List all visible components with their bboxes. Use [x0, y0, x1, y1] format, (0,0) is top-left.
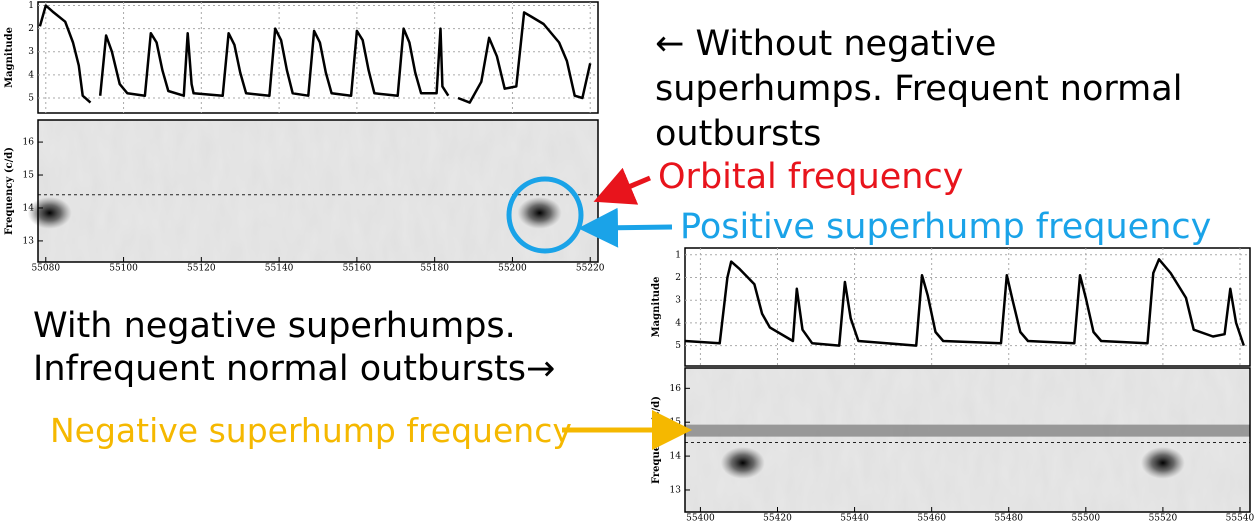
panel-frame: [37, 1, 599, 114]
x-tick-label: 55180: [420, 264, 449, 274]
y-tick-label: 1: [28, 1, 34, 11]
annotation: ← Without negative: [655, 24, 996, 64]
y-axis-label: Frequency (c/d): [651, 396, 662, 484]
y-tick-label: 1: [675, 250, 681, 260]
superhump-signal: [27, 196, 72, 229]
y-tick-label: 3: [28, 47, 34, 57]
x-tick-label: 55520: [1149, 514, 1178, 523]
y-axis-label: Frequency (c/d): [4, 147, 15, 235]
y-tick-label: 4: [675, 318, 681, 328]
x-tick-label: 55160: [343, 264, 372, 274]
x-tick-label: 55420: [763, 514, 792, 523]
x-tick-label: 55080: [31, 264, 60, 274]
y-tick-label: 16: [670, 384, 682, 394]
figure: 1 2 3 4 5 Magnitude 13 14 15 16 Frequency (c/d) 554…: [651, 247, 1254, 523]
y-tick-label: 5: [28, 93, 34, 103]
light-curve: [38, 4, 592, 104]
y-tick-label: 13: [670, 485, 682, 495]
figure: 1 2 3 4 5 Magnitude 13 14 15 16 Frequency (c/d) 550…: [4, 1, 605, 274]
x-tick-label: 55460: [917, 514, 946, 523]
light-curve: [684, 258, 1245, 347]
annotation: With negative superhumps.: [33, 306, 516, 346]
y-tick-label: 14: [23, 203, 35, 213]
y-tick-label: 16: [23, 138, 35, 148]
annotation: Negative superhump frequency: [50, 411, 572, 450]
annotation: Orbital frequency: [658, 157, 963, 197]
y-tick-label: 5: [675, 341, 681, 351]
y-axis-label: Magnitude: [651, 277, 662, 338]
x-tick-label: 55140: [265, 264, 294, 274]
annotation: superhumps. Frequent normal: [655, 69, 1182, 109]
arrow: [578, 207, 673, 248]
x-tick-label: 55500: [1071, 514, 1100, 523]
annotation: Positive superhump frequency: [680, 207, 1211, 247]
x-tick-label: 55400: [686, 514, 715, 523]
arrow: [593, 167, 651, 205]
y-tick-label: 13: [23, 236, 35, 246]
y-tick-label: 3: [675, 296, 681, 306]
y-tick-label: 2: [28, 24, 34, 34]
superhump-signal: [720, 446, 765, 479]
spectrum-noise: [685, 368, 1250, 512]
spectrum-noise: [38, 120, 598, 262]
annotations: ← Without negative superhumps. Frequent …: [33, 24, 1211, 450]
y-axis-label: Magnitude: [4, 27, 15, 88]
x-tick-label: 55120: [187, 264, 216, 274]
y-tick-label: 14: [670, 452, 682, 462]
x-tick-label: 55540: [1226, 514, 1254, 523]
x-tick-label: 55100: [109, 264, 138, 274]
annotation: outbursts: [655, 114, 821, 154]
annotation: Infrequent normal outbursts→: [33, 349, 555, 389]
superhump-signal: [1140, 446, 1185, 479]
x-tick-label: 55440: [840, 514, 869, 523]
superhump-signal: [517, 196, 562, 229]
y-tick-label: 15: [23, 171, 35, 181]
x-tick-label: 55480: [994, 514, 1023, 523]
y-tick-label: 15: [670, 418, 682, 428]
y-tick-label: 2: [675, 273, 681, 283]
x-tick-label: 55220: [576, 264, 605, 274]
y-tick-label: 4: [28, 70, 34, 80]
x-tick-label: 55200: [498, 264, 527, 274]
